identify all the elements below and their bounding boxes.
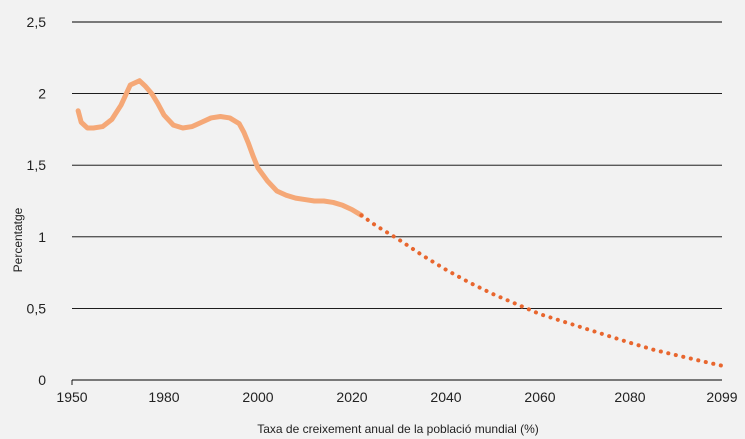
gridlines [71, 21, 722, 385]
y-tick-label: 0 [38, 372, 46, 388]
x-axis-title: Taxa de creixement anual de la població … [257, 422, 539, 436]
series [75, 78, 724, 368]
historical-series-line [75, 78, 364, 218]
x-axis-ticks: 1950 1980 2000 2020 2040 2060 2080 2099 [56, 389, 737, 405]
x-tick-label: 2040 [430, 389, 461, 405]
x-tick-label: 2060 [524, 389, 555, 405]
y-tick-label: 1 [38, 229, 46, 245]
x-tick-label: 2099 [706, 389, 737, 405]
y-axis-title: Percentatge [11, 207, 25, 272]
x-tick-label: 2020 [336, 389, 367, 405]
projection-series-line [359, 213, 724, 368]
y-tick-label: 2,5 [27, 14, 47, 30]
y-axis-ticks: 0 0,5 1 1,5 2 2,5 [27, 14, 47, 388]
x-tick-label: 1950 [56, 389, 87, 405]
y-tick-label: 0,5 [27, 300, 47, 316]
x-tick-label: 2000 [242, 389, 273, 405]
y-tick-label: 2 [38, 86, 46, 102]
x-tick-label: 1980 [148, 389, 179, 405]
y-tick-label: 1,5 [27, 157, 47, 173]
x-tick-label: 2080 [614, 389, 645, 405]
